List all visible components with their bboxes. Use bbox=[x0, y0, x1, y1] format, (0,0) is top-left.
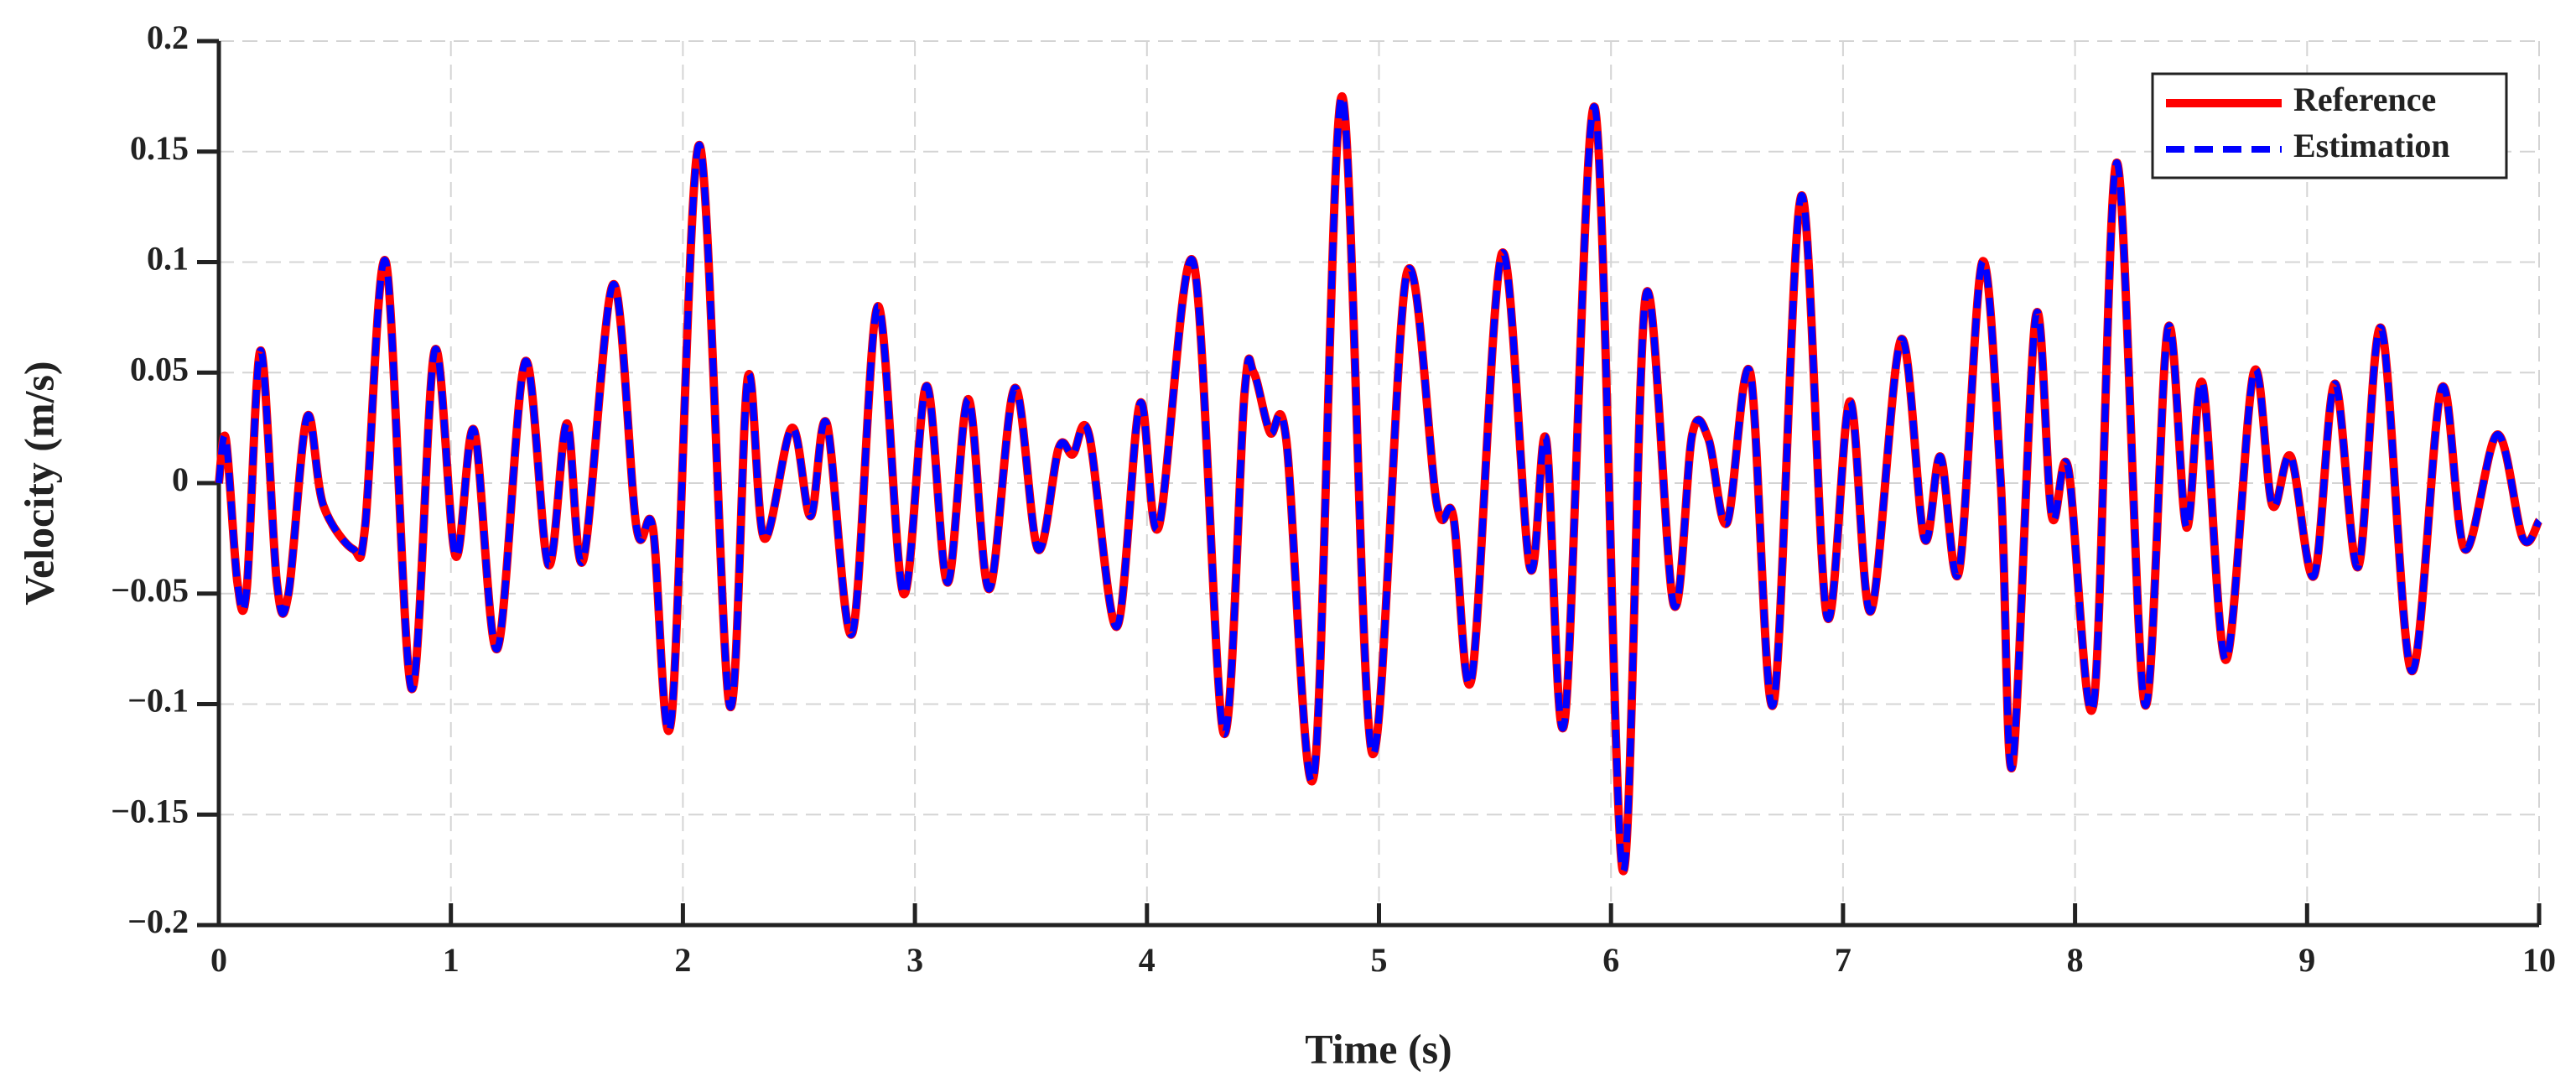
x-tick-label: 5 bbox=[1371, 941, 1388, 979]
y-axis-label: Velocity (m/s) bbox=[15, 361, 62, 605]
y-tick-label: −0.15 bbox=[111, 792, 189, 829]
x-tick-label: 3 bbox=[906, 941, 923, 979]
legend-label: Reference bbox=[2293, 81, 2436, 118]
x-tick-label: 2 bbox=[674, 941, 691, 979]
legend-label: Estimation bbox=[2293, 127, 2450, 164]
y-tick-label: 0.05 bbox=[130, 350, 189, 387]
y-tick-label: 0.15 bbox=[130, 129, 189, 167]
x-tick-label: 6 bbox=[1602, 941, 1619, 979]
x-tick-label: 9 bbox=[2298, 941, 2315, 979]
x-tick-label: 4 bbox=[1139, 941, 1156, 979]
line-series bbox=[215, 91, 2543, 876]
x-axis-label: Time (s) bbox=[1305, 1025, 1452, 1072]
y-tick-label: 0.2 bbox=[147, 18, 189, 56]
x-tick-label: 0 bbox=[210, 941, 227, 979]
y-tick-label: −0.2 bbox=[127, 902, 189, 940]
x-tick-label: 7 bbox=[1835, 941, 1852, 979]
y-tick-label: 0 bbox=[172, 460, 189, 498]
legend-box bbox=[2151, 72, 2508, 179]
y-tick-label: −0.05 bbox=[111, 571, 189, 609]
x-tick-label: 10 bbox=[2522, 941, 2556, 979]
y-tick-label: −0.1 bbox=[127, 682, 189, 720]
x-tick-label: 1 bbox=[443, 941, 460, 979]
x-tick-label: 8 bbox=[2067, 941, 2084, 979]
y-tick-label: 0.1 bbox=[147, 240, 189, 278]
legend: Reference Estimation bbox=[2151, 72, 2508, 179]
